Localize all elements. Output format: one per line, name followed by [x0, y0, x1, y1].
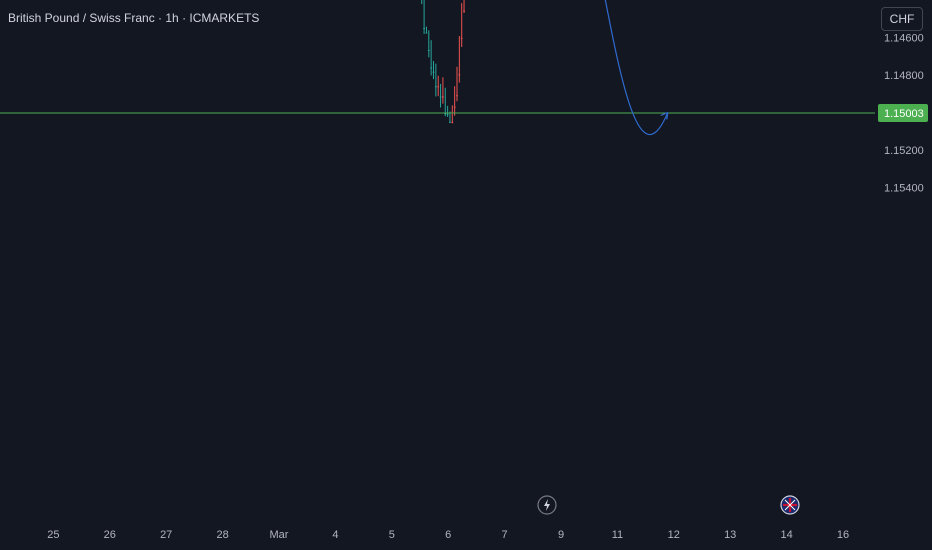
flash-icon[interactable]	[537, 495, 557, 515]
candle-body	[451, 121, 454, 123]
price-tick-label: 1.14800	[884, 70, 924, 82]
time-tick-label: 14	[780, 529, 792, 541]
candle	[453, 86, 456, 116]
time-tick-label: 11	[612, 529, 623, 541]
candle	[446, 105, 449, 118]
price-tick-label: 1.15400	[884, 182, 924, 194]
forecast-arrow	[604, 0, 669, 136]
time-tick-label: 9	[558, 529, 564, 541]
time-tick-label: 12	[668, 529, 680, 541]
candle	[439, 83, 442, 108]
candle	[430, 40, 433, 76]
candle	[434, 63, 437, 97]
candle-body	[430, 67, 433, 69]
candle	[442, 77, 444, 104]
candle	[421, 0, 423, 5]
time-tick-label: 28	[216, 529, 228, 541]
candle-body	[432, 71, 435, 73]
candle-body	[444, 113, 447, 115]
level-price-badge	[878, 104, 928, 122]
candle-body	[434, 86, 437, 88]
time-tick-label: 5	[389, 529, 395, 541]
uk-flag-icon-diag	[784, 499, 796, 511]
candle-body	[446, 113, 449, 115]
candle-body	[449, 121, 451, 123]
time-axis[interactable]: 25 26 27 28 Mar 4 5 6 7 9 11 12 13 14 16	[47, 529, 849, 541]
candle-body	[460, 37, 463, 39]
candle-body	[456, 95, 458, 97]
candle	[432, 60, 435, 80]
candle-body	[463, 10, 465, 12]
candle-body	[427, 49, 430, 51]
level-lines[interactable]	[0, 0, 875, 136]
candle	[425, 26, 428, 34]
price-tick-label: 1.14600	[884, 33, 924, 45]
time-tick-label: 25	[47, 529, 59, 541]
price-tick-label: 1.15200	[884, 145, 924, 157]
candle	[460, 3, 463, 47]
candle	[451, 105, 454, 124]
level-price-label: 1.15003	[884, 108, 924, 120]
forecast-arrow-head	[660, 111, 669, 120]
candle-body	[437, 86, 440, 88]
currency-button[interactable]: CHF	[881, 7, 923, 31]
chart-title: British Pound / Swiss Franc · 1h · ICMAR…	[8, 11, 260, 25]
candle-body	[423, 28, 425, 30]
candle-body	[439, 96, 442, 98]
time-tick-label: 27	[160, 529, 172, 541]
candle-body	[442, 96, 444, 98]
time-tick-label: 13	[724, 529, 736, 541]
candle	[423, 0, 425, 35]
candle-body	[425, 32, 428, 34]
candle	[427, 30, 430, 58]
time-tick-label: 26	[104, 529, 116, 541]
time-tick-label: 4	[332, 529, 338, 541]
uk-flag-icon[interactable]	[780, 495, 800, 515]
candle	[444, 87, 447, 117]
time-tick-label: Mar	[270, 529, 289, 541]
candle-body	[458, 74, 461, 76]
candle	[456, 66, 458, 102]
time-tick-label: 6	[445, 529, 451, 541]
candle	[458, 36, 461, 83]
time-tick-label: 16	[837, 529, 849, 541]
candle-body	[453, 106, 456, 108]
event-markers[interactable]	[537, 495, 800, 515]
candle	[437, 75, 440, 97]
price-axis[interactable]: 1.154001.152001.148001.146001.150031.142…	[878, 0, 928, 194]
flash-icon-bolt	[544, 499, 550, 511]
candles	[421, 0, 465, 124]
candle	[463, 0, 465, 13]
time-tick-label: 7	[502, 529, 508, 541]
